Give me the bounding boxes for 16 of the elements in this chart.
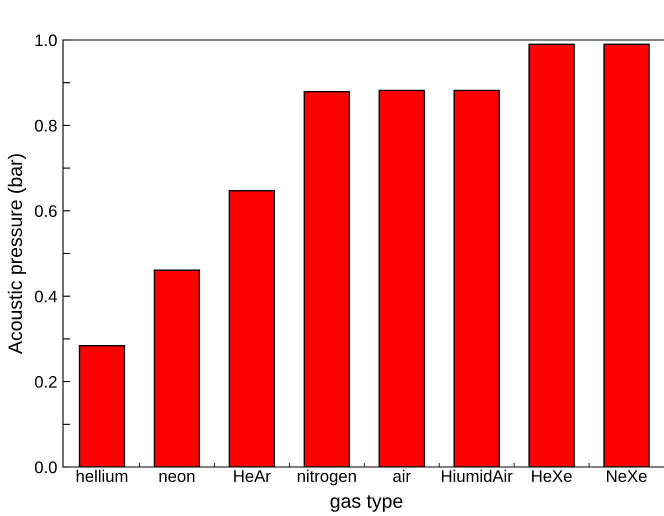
y-tick-label: 0.0 <box>34 461 57 474</box>
x-tick-label: HeXe <box>532 470 572 482</box>
x-axis-title: gas type <box>330 495 402 512</box>
y-tick-label: 0.8 <box>34 120 57 132</box>
y-tick-label: 1.0 <box>36 34 57 46</box>
x-tick-label: nitrogen <box>298 470 356 486</box>
y-tick-label: 0.4 <box>34 290 57 302</box>
x-tick-label: air <box>393 470 411 482</box>
y-tick-label: 0.6 <box>34 205 57 218</box>
y-tick-label: 0.2 <box>34 376 57 388</box>
y-axis-title: Acoustic pressure (bar) <box>8 154 26 354</box>
x-tick-label: HiumidAir <box>442 470 512 482</box>
x-tick-label: hellium <box>76 470 128 482</box>
x-tick-label: NeXe <box>607 470 647 482</box>
x-tick-label: neon <box>159 472 194 482</box>
x-tick-label: HeAr <box>234 470 271 482</box>
